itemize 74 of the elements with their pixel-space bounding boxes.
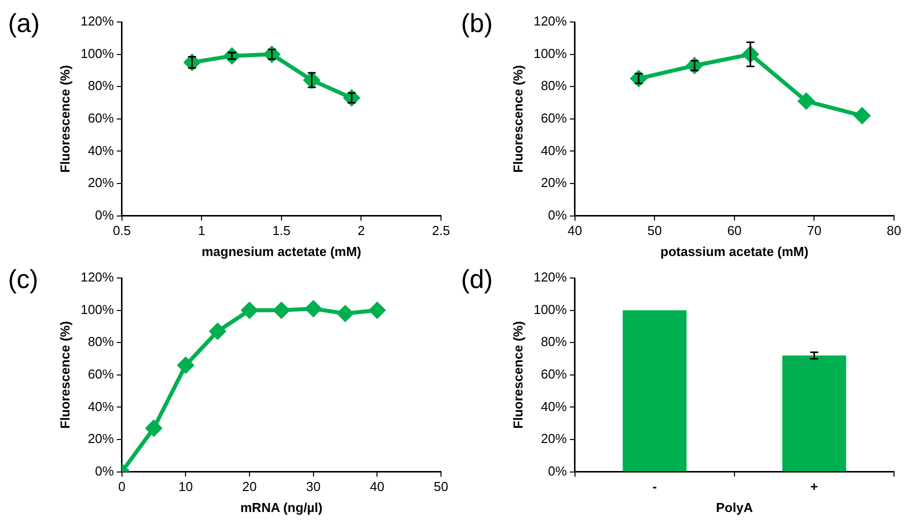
x-tick-label: 20 <box>242 479 257 494</box>
y-tick-label: 120% <box>534 14 568 29</box>
point <box>184 54 200 70</box>
point <box>337 306 354 322</box>
y-tick-label: 100% <box>80 302 114 317</box>
x-tick-label: 70 <box>806 223 822 238</box>
chart-title: (a) <box>8 8 40 39</box>
point <box>273 302 290 318</box>
point <box>264 46 280 62</box>
chart-title: (b) <box>461 8 493 39</box>
x-tick-label: 40 <box>568 223 582 238</box>
y-tick-label: 0% <box>95 463 114 478</box>
y-tick-label: 60% <box>88 366 114 382</box>
point <box>242 302 258 318</box>
point <box>344 90 360 106</box>
x-axis-title: PolyA <box>716 500 754 515</box>
y-axis-title: Fluorescence (%) <box>57 321 72 429</box>
x-tick-label: 0 <box>118 479 126 494</box>
x-tick-label: - <box>652 479 657 494</box>
point <box>305 300 322 317</box>
y-tick-label: 120% <box>534 270 568 285</box>
x-tick-label: 2 <box>358 223 365 238</box>
x-tick-label: + <box>810 479 818 494</box>
y-tick-label: 80% <box>88 78 114 94</box>
x-axis-title: potassium acetate (mM) <box>660 244 808 259</box>
point <box>369 302 386 318</box>
y-tick-label: 60% <box>540 366 568 382</box>
x-tick-label: 40 <box>370 479 384 494</box>
point <box>630 70 647 87</box>
point <box>178 357 194 374</box>
point <box>224 48 240 64</box>
y-tick-label: 0% <box>548 207 568 222</box>
y-tick-label: 60% <box>88 110 114 126</box>
point <box>686 58 703 74</box>
point <box>854 108 870 124</box>
point <box>146 420 162 436</box>
y-tick-label: 100% <box>534 46 568 61</box>
y-tick-label: 120% <box>80 14 114 29</box>
x-tick-label: 1 <box>198 223 206 238</box>
x-tick-label: 0.5 <box>112 223 131 238</box>
x-axis-title: mRNA (ng/µl) <box>240 500 322 515</box>
y-axis-title: Fluorescence (%) <box>510 65 526 173</box>
y-tick-label: 120% <box>80 270 114 285</box>
x-axis-title: magnesium actetate (mM) <box>202 244 362 259</box>
y-tick-label: 80% <box>540 78 568 94</box>
x-tick-label: 60 <box>727 223 742 238</box>
y-tick-label: 100% <box>80 46 114 61</box>
x-tick-label: 50 <box>647 223 662 238</box>
y-tick-label: 0% <box>548 463 568 478</box>
chart-title: (d) <box>461 264 493 295</box>
y-tick-label: 40% <box>88 142 114 158</box>
y-tick-label: 100% <box>534 302 568 317</box>
y-tick-label: 80% <box>540 334 568 350</box>
y-tick-label: 60% <box>540 110 568 126</box>
y-tick-label: 20% <box>88 431 114 446</box>
y-tick-label: 0% <box>95 207 114 222</box>
x-tick-label: 80 <box>886 223 902 238</box>
y-tick-label: 20% <box>540 431 568 446</box>
point <box>798 93 814 110</box>
chart-title: (c) <box>8 264 38 295</box>
y-tick-label: 20% <box>88 175 114 190</box>
x-tick-label: 2.5 <box>432 223 450 238</box>
x-tick-label: 50 <box>434 479 448 494</box>
y-tick-label: 20% <box>540 175 568 190</box>
x-tick-label: 30 <box>306 479 321 494</box>
x-tick-label: 1.5 <box>272 223 290 238</box>
y-axis-title: Fluorescence (%) <box>57 65 72 173</box>
y-tick-label: 40% <box>88 398 114 414</box>
x-tick-label: 10 <box>178 479 193 494</box>
y-tick-label: 40% <box>540 398 568 414</box>
point <box>210 323 226 340</box>
y-tick-label: 80% <box>88 334 114 350</box>
y-tick-label: 40% <box>540 142 568 158</box>
y-axis-title: Fluorescence (%) <box>510 321 526 429</box>
